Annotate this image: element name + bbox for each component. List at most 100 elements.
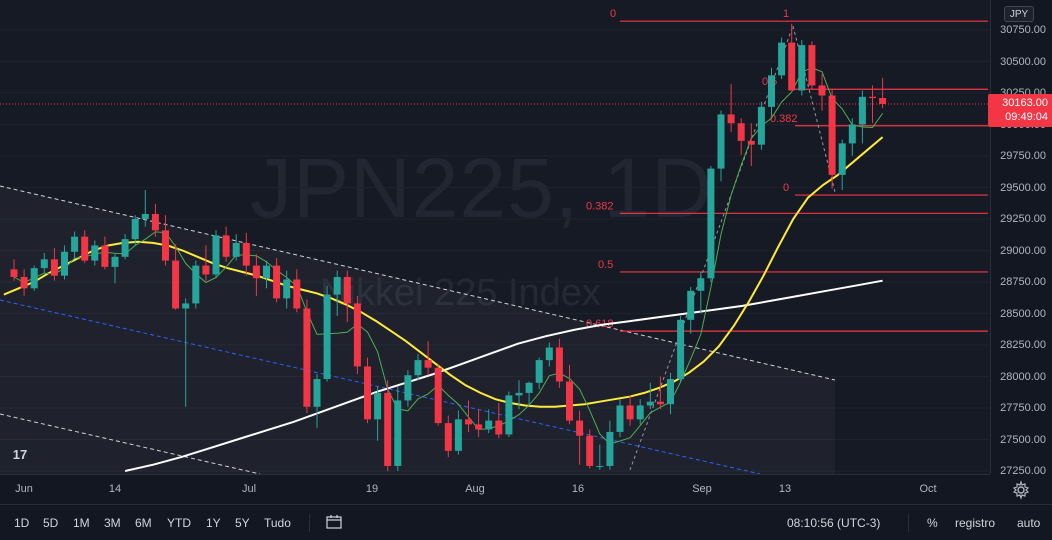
candle [808, 41, 816, 90]
candle-body [616, 405, 624, 432]
candle [151, 203, 159, 237]
time-tick-label: Aug [465, 483, 485, 495]
time-tick-label: Jul [241, 483, 257, 495]
candle-body [535, 360, 543, 383]
range-button-ytd[interactable]: YTD [167, 516, 191, 530]
candle [30, 265, 38, 291]
candle-body [848, 124, 856, 144]
candle [858, 90, 866, 144]
candle-body [505, 395, 513, 435]
range-button-5d[interactable]: 5D [43, 516, 59, 530]
channel-mid-line [0, 299, 761, 474]
candle-body [323, 294, 331, 380]
candle-body [424, 360, 432, 368]
candle-body [757, 106, 765, 145]
range-button-3m[interactable]: 3M [104, 516, 121, 530]
chart-pane[interactable]: JPN225, 1D Nikkei 225 Index 010.50.38200… [0, 0, 990, 474]
candle [283, 270, 291, 309]
candle [343, 270, 351, 323]
candle-body [172, 260, 180, 309]
tradingview-logo-icon[interactable]: 17 [4, 440, 36, 468]
fib-upper-level-1-label: 1 [783, 8, 789, 20]
candle [646, 382, 654, 410]
candle [535, 357, 543, 390]
range-button-5y[interactable]: 5Y [235, 516, 250, 530]
candle [20, 269, 28, 296]
candle [636, 399, 644, 425]
candle-body [192, 265, 200, 304]
range-button-1y[interactable]: 1Y [206, 516, 221, 530]
candle-body [545, 347, 553, 361]
price-axis[interactable]: 30750.0030500.0030250.0030000.0029750.00… [990, 0, 1052, 477]
candle-body [636, 405, 644, 420]
clock-timezone[interactable]: 08:10:56 (UTC-3) [787, 516, 881, 530]
candle [566, 365, 573, 425]
candle-body [61, 251, 68, 276]
candle [757, 101, 765, 150]
time-tick-label: Oct [919, 483, 937, 495]
candle-body [353, 303, 361, 367]
candle [374, 386, 382, 441]
price-tick-label: 30500.00 [1000, 55, 1046, 68]
candle-body [232, 242, 240, 257]
candle-body [717, 114, 725, 169]
currency-button[interactable]: JPY [1004, 6, 1034, 22]
fib-upper-level-0-b-label: 0 [783, 182, 789, 194]
candle-body [444, 423, 452, 451]
candle [333, 270, 341, 317]
candle-body [737, 123, 745, 141]
candle [61, 245, 68, 280]
candle [202, 245, 210, 281]
candle [667, 372, 674, 415]
toolbar-divider [908, 514, 909, 532]
date-range-icon[interactable] [325, 514, 343, 530]
candle [485, 409, 493, 434]
candle-body [656, 401, 664, 405]
range-button-6m[interactable]: 6M [135, 516, 152, 530]
candle-body [273, 265, 281, 299]
price-tick-label: 29500.00 [1000, 181, 1046, 194]
candle-body [30, 268, 38, 289]
candle [505, 391, 513, 437]
candle [141, 190, 149, 227]
range-button-all[interactable]: Tudo [264, 516, 291, 530]
candle [606, 420, 614, 470]
candle [747, 123, 755, 167]
price-tick-label: 28000.00 [1000, 370, 1046, 383]
candle-body [384, 392, 392, 466]
time-axis[interactable]: Jun 14 Jul 19 Aug 16 Sep 13 Oct [0, 474, 990, 504]
candle-body [293, 279, 301, 309]
candle [232, 234, 240, 261]
candle [475, 409, 483, 437]
range-button-1d[interactable]: 1D [14, 516, 30, 530]
candle-body [364, 366, 371, 420]
candle [818, 74, 826, 111]
candle [131, 215, 139, 246]
candle [454, 410, 462, 455]
candle-body [71, 236, 79, 252]
price-tick-label: 28750.00 [1000, 276, 1046, 288]
candle [111, 253, 119, 284]
candle-body [263, 265, 270, 279]
candle [40, 253, 48, 274]
range-button-1m[interactable]: 1M [73, 516, 90, 530]
auto-scale-toggle[interactable]: auto [1017, 516, 1041, 530]
candle [182, 298, 190, 407]
price-tick-label: 27750.00 [1000, 402, 1046, 414]
settings-gear-icon[interactable] [1011, 480, 1031, 500]
percent-toggle[interactable]: % [927, 516, 938, 530]
candle [444, 415, 452, 458]
candle-body [838, 143, 846, 175]
candle-body [596, 465, 604, 467]
time-tick-label: 16 [571, 483, 585, 495]
last-price: 30163.00 [1002, 97, 1048, 109]
log-scale-toggle[interactable]: registro [955, 516, 996, 530]
candle-body [91, 245, 99, 261]
candle-body [121, 239, 129, 257]
candle-body [141, 213, 149, 219]
fib-upper-level-0-label: 0 [610, 8, 616, 20]
candle [50, 247, 58, 281]
candle [303, 299, 311, 414]
candle [404, 370, 412, 407]
